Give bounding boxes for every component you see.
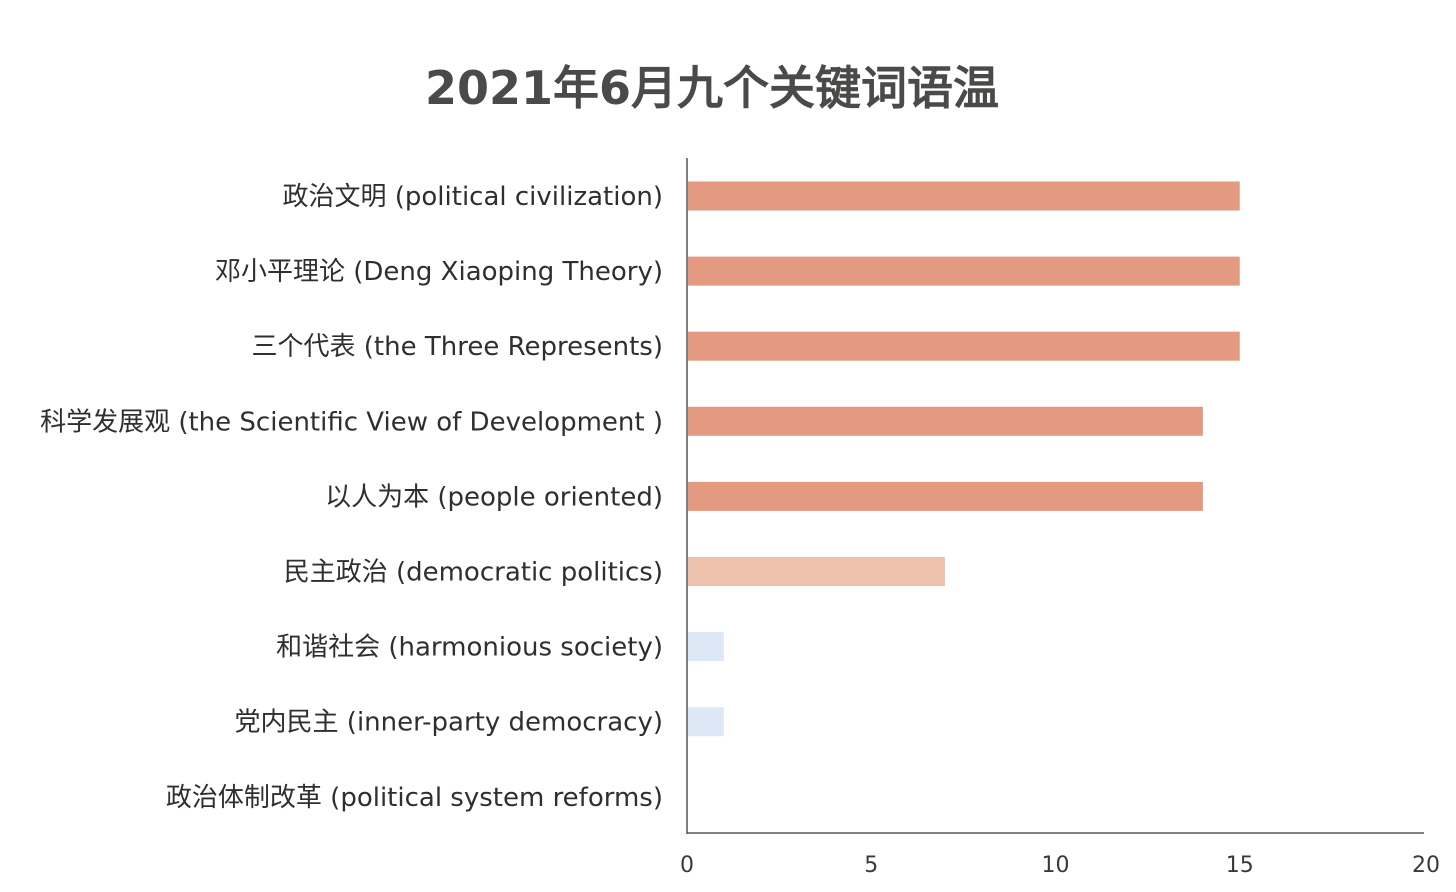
bar [688, 632, 724, 662]
bar [688, 181, 1240, 211]
category-labels-layer: 政治文明 (political civilization) 邓小平理论 (Deng… [40, 182, 663, 813]
chart-title: 2021年6月九个关键词语温 [424, 61, 1000, 115]
x-tick-label: 5 [864, 853, 878, 878]
category-label: 邓小平理论 (Deng Xiaoping Theory) [215, 257, 663, 287]
category-label: 民主政治 (democratic politics) [284, 558, 663, 588]
bar [688, 406, 1203, 436]
category-label: 科学发展观 (the Scientific View of Developmen… [40, 407, 663, 437]
category-label: 党内民主 (inner-party democracy) [235, 708, 663, 738]
bars-layer [688, 181, 1240, 737]
category-label: 和谐社会 (harmonious society) [276, 633, 663, 663]
category-label: 三个代表 (the Three Represents) [252, 332, 664, 362]
bar [688, 557, 945, 586]
x-tick-labels-layer: 0 5 10 15 20 [680, 853, 1440, 878]
category-label: 政治体制改革 (political system reforms) [166, 783, 663, 813]
x-tick-label: 15 [1226, 853, 1254, 878]
bar [688, 256, 1240, 286]
x-tick-label: 10 [1042, 853, 1070, 878]
bar [688, 707, 724, 737]
x-tick-label: 0 [680, 853, 694, 878]
category-label: 以人为本 (people oriented) [325, 482, 663, 512]
bar [688, 481, 1203, 511]
bar [688, 331, 1240, 361]
category-label: 政治文明 (political civilization) [282, 182, 663, 212]
x-tick-label: 20 [1412, 853, 1440, 878]
